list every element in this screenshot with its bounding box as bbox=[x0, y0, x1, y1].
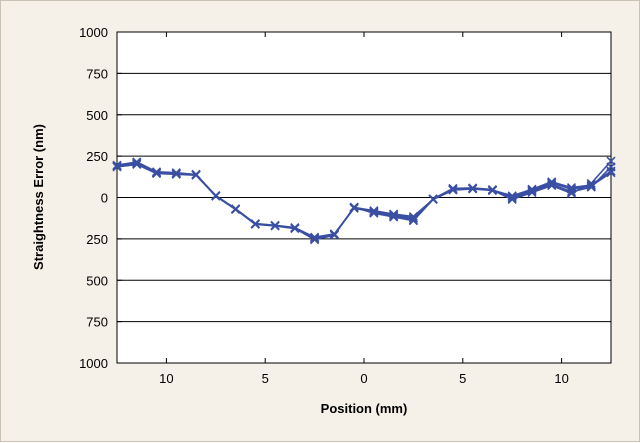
data-point-s3-16 bbox=[428, 194, 438, 204]
x-axis-ticks: 10 5 0 5 10 bbox=[159, 32, 569, 386]
data-point-s3-24 bbox=[586, 178, 596, 188]
x-axis-label: Position (mm) bbox=[321, 401, 408, 416]
data-point-s3-5 bbox=[211, 191, 221, 201]
x-tick-label-0: 10 bbox=[159, 371, 173, 386]
data-point-s2-0 bbox=[112, 160, 122, 170]
data-point-s3-12 bbox=[349, 202, 359, 212]
data-point-s3-15 bbox=[408, 216, 418, 226]
data-point-s3-18 bbox=[468, 183, 478, 194]
data-point-s3-1 bbox=[132, 159, 142, 169]
data-point-s3-9 bbox=[290, 223, 300, 233]
y-tick-label-5: 250 bbox=[86, 232, 108, 247]
y-axis-ticks: 1000 750 500 250 0 250 500 750 1000 bbox=[79, 25, 122, 371]
data-point-s3-8 bbox=[270, 221, 280, 231]
data-point-s2-23 bbox=[566, 187, 577, 197]
x-tick-label-3: 5 bbox=[459, 371, 466, 386]
y-tick-label-1: 750 bbox=[86, 66, 108, 81]
data-point-s3-25 bbox=[606, 156, 616, 166]
data-point-s3-10 bbox=[310, 235, 320, 245]
data-series bbox=[112, 156, 616, 245]
data-point-s3-23 bbox=[566, 188, 577, 198]
y-tick-label-7: 750 bbox=[86, 315, 108, 330]
data-point-s3-4 bbox=[191, 170, 201, 180]
data-point-s3-22 bbox=[547, 181, 557, 191]
data-point-s3-0 bbox=[112, 161, 122, 171]
y-tick-label-3: 250 bbox=[86, 149, 108, 164]
data-point-s3-21 bbox=[527, 187, 537, 198]
data-point-s3-14 bbox=[389, 212, 399, 222]
y-axis-label: Straightness Error (nm) bbox=[31, 124, 46, 270]
y-tick-label-2: 500 bbox=[86, 108, 108, 123]
x-tick-label-1: 5 bbox=[262, 371, 269, 386]
data-point-s3-13 bbox=[369, 208, 379, 218]
data-point-s2-3 bbox=[171, 168, 181, 178]
data-point-s3-3 bbox=[171, 169, 181, 179]
x-tick-label-4: 10 bbox=[554, 371, 568, 386]
data-point-s3-6 bbox=[230, 204, 241, 214]
data-point-s3-17 bbox=[448, 184, 458, 195]
y-tick-label-8: 1000 bbox=[79, 356, 108, 371]
grid-lines bbox=[117, 72, 611, 323]
y-tick-label-4: 0 bbox=[101, 191, 108, 206]
series-3 bbox=[112, 156, 616, 245]
x-tick-label-2: 0 bbox=[360, 371, 367, 386]
data-point-s2-20 bbox=[507, 193, 517, 203]
y-tick-label-0: 1000 bbox=[79, 25, 108, 40]
data-point-s3-7 bbox=[250, 219, 260, 229]
y-tick-label-6: 500 bbox=[86, 273, 108, 288]
data-point-s3-2 bbox=[151, 168, 162, 178]
data-point-s3-19 bbox=[487, 185, 498, 195]
data-point-s2-2 bbox=[151, 167, 162, 177]
data-point-s3-11 bbox=[329, 230, 339, 240]
data-point-s3-20 bbox=[507, 194, 517, 205]
